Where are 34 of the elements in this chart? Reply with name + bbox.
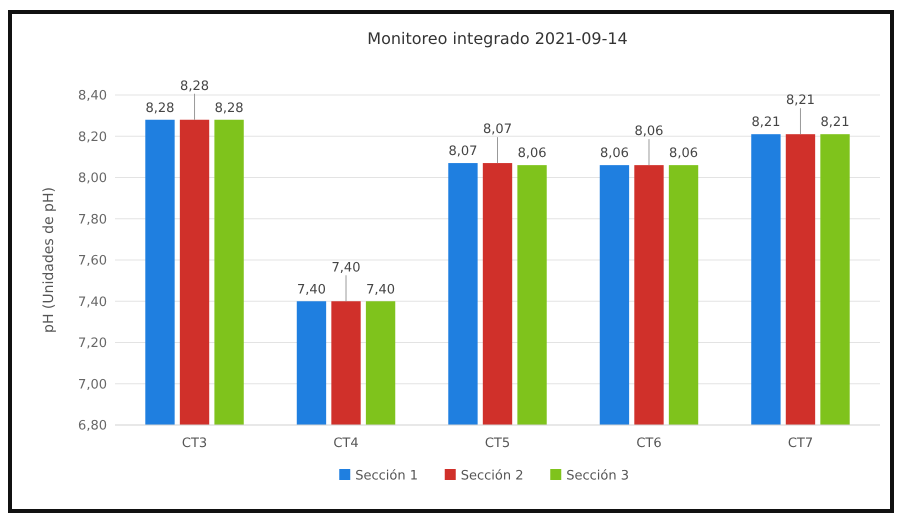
data-label: 8,21 (751, 115, 780, 130)
legend-label: Sección 1 (355, 468, 418, 484)
x-tick-label: CT3 (182, 436, 208, 451)
data-label: 8,06 (600, 146, 629, 162)
data-label: 8,06 (669, 146, 698, 162)
y-tick-label: 8,20 (78, 130, 107, 145)
y-tick-label: 8,40 (78, 88, 107, 104)
data-label: 8,21 (820, 115, 850, 130)
chart-title: Monitoreo integrado 2021-09-14 (367, 29, 628, 48)
x-tick-label: CT7 (788, 436, 814, 451)
data-label: 8,28 (146, 100, 174, 116)
y-tick-label: 8,00 (78, 171, 107, 186)
y-tick-label: 7,40 (78, 294, 107, 310)
data-label: 7,40 (296, 282, 326, 298)
x-tick-label: CT5 (484, 436, 510, 451)
data-label: 8,28 (214, 100, 244, 116)
data-label: 7,40 (366, 282, 396, 298)
legend-label: Sección 3 (566, 468, 630, 484)
data-label: 8,06 (518, 146, 547, 162)
y-tick-label: 6,80 (78, 418, 107, 434)
data-label: 8,21 (786, 93, 815, 108)
legend-label: Sección 2 (460, 468, 524, 484)
data-label: 8,07 (448, 144, 478, 160)
y-tick-label: 7,60 (78, 254, 107, 269)
data-label: 7,40 (332, 260, 360, 276)
y-axis-title: pH (Unidades de pH) (41, 187, 57, 333)
data-label: 8,07 (483, 122, 512, 138)
y-tick-label: 7,80 (78, 212, 107, 228)
data-label: 8,06 (634, 124, 664, 140)
y-tick-label: 7,00 (78, 377, 107, 392)
x-tick-label: CT4 (333, 436, 359, 451)
x-tick-label: CT6 (636, 436, 662, 451)
data-label: 8,28 (180, 78, 210, 94)
y-tick-label: 7,20 (78, 336, 107, 352)
